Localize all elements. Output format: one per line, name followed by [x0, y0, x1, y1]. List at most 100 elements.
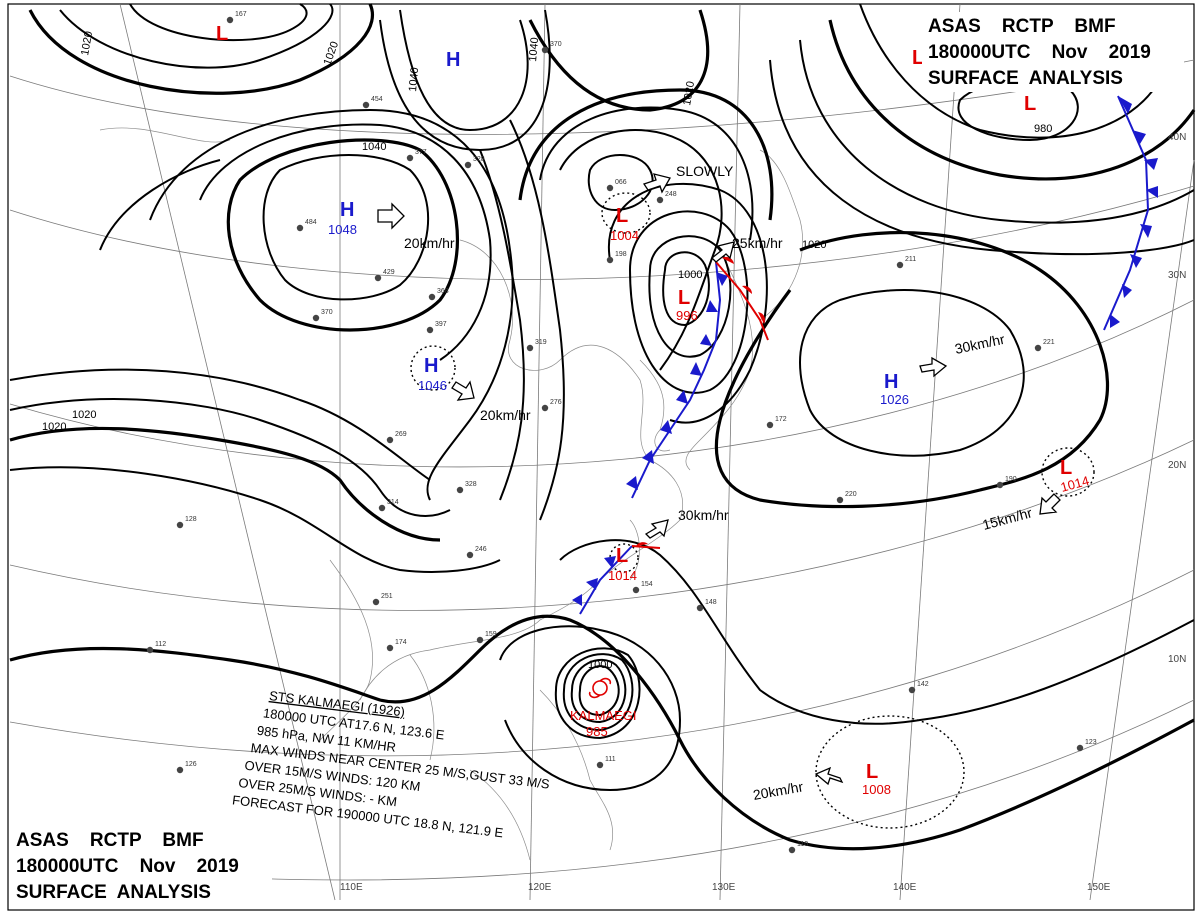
station-marker [836, 496, 844, 504]
station-marker [541, 404, 549, 412]
station-value: 154 [641, 581, 653, 588]
station-value: 128 [185, 516, 197, 523]
lat-label-30n: 30N [1168, 270, 1186, 281]
station-marker [146, 646, 154, 654]
station-marker [176, 521, 184, 529]
high-pressure-value: 1048 [328, 222, 357, 237]
header-top: ASAS RCTP BMF 180000UTC Nov 2019 SURFACE… [922, 12, 1184, 92]
station-marker [788, 846, 796, 854]
movement-speed: 30km/hr [953, 331, 1006, 357]
map-frame [7, 3, 1195, 911]
station-marker [541, 46, 549, 54]
station-value: 211 [905, 256, 916, 263]
isobar-label: 1020 [322, 40, 342, 67]
typhoon-labels: KALMAEGI 985 [570, 708, 636, 739]
station-value: 148 [705, 599, 717, 606]
movement-speed: 25km/hr [732, 235, 783, 251]
station-value: 123 [1085, 739, 1097, 746]
station-value: 112 [155, 641, 166, 648]
lon-label-130e: 130E [712, 882, 736, 893]
station-value: 429 [383, 269, 395, 276]
station-marker [464, 161, 472, 169]
low-symbol: L [1024, 93, 1036, 115]
isobar-labels: 1020 1020 1040 1040 1020 1040 1020 1020 … [42, 30, 1052, 671]
isobar-label: 1040 [362, 141, 386, 153]
low-pressure-value: 1008 [862, 782, 891, 797]
station-marker [606, 256, 614, 264]
station-marker [296, 224, 304, 232]
station-marker [312, 314, 320, 322]
station-marker [696, 604, 704, 612]
station-value: 276 [550, 399, 562, 406]
station-value: 126 [185, 761, 197, 768]
station-value: 110 [797, 841, 808, 848]
typhoon-name: KALMAEGI [570, 708, 636, 723]
station-marker [1034, 344, 1042, 352]
station-value: 142 [917, 681, 929, 688]
high-pressure-value: 1046 [418, 378, 447, 393]
low-symbol: L [616, 205, 628, 227]
header-bottom-line3: SURFACE ANALYSIS [16, 882, 211, 903]
station-marker [374, 274, 382, 282]
low-pressure-value: 1004 [610, 228, 639, 243]
lon-label-110e: 110E [340, 882, 363, 893]
station-marker [406, 154, 414, 162]
station-value: 397 [435, 321, 447, 328]
lon-label-120e: 120E [528, 882, 552, 893]
station-value: 167 [235, 11, 247, 18]
station-value: 159 [485, 631, 497, 638]
station-value: 221 [1043, 339, 1055, 346]
low-symbol: L [866, 761, 878, 783]
station-value: 251 [381, 593, 393, 600]
movement-speed: 20km/hr [404, 235, 455, 251]
low-symbol: L [616, 545, 628, 567]
isobar-label: 1000 [588, 659, 612, 671]
station-marker [896, 261, 904, 269]
lat-label-10n: 10N [1168, 654, 1186, 665]
station-value: 484 [305, 219, 317, 226]
isobar-label: 1000 [678, 269, 702, 281]
low-symbol: L [216, 23, 228, 45]
isobar-label: 1020 [79, 30, 95, 56]
movement-speed: 20km/hr [752, 778, 805, 803]
station-marker [428, 293, 436, 301]
typhoon-symbol [588, 677, 612, 699]
station-value: 368 [437, 288, 449, 295]
fronts [572, 95, 1158, 615]
typhoon-pressure: 985 [586, 724, 608, 739]
isobar-label: 1020 [681, 80, 697, 106]
isobar-label: 1020 [42, 421, 66, 433]
header-top-line3: SURFACE ANALYSIS [928, 68, 1123, 89]
station-marker [362, 101, 370, 109]
high-pressure-value: 1026 [880, 392, 909, 407]
station-value: 328 [473, 156, 485, 163]
station-marker [766, 421, 774, 429]
isobar-label: 1020 [802, 239, 826, 251]
station-marker [386, 436, 394, 444]
station-marker [466, 551, 474, 559]
station-value: 370 [550, 41, 562, 48]
high-symbol: H [884, 371, 898, 393]
low-pressure-value: 1014 [1059, 473, 1091, 495]
lon-label-140e: 140E [893, 882, 917, 893]
station-value: 220 [845, 491, 857, 498]
station-value: 269 [395, 431, 407, 438]
station-value: 246 [475, 546, 487, 553]
station-marker [606, 184, 614, 192]
low-pressure-value: 1014 [608, 568, 637, 583]
station-value: 111 [605, 756, 616, 763]
station-marker [996, 481, 1004, 489]
movement-arrows [377, 173, 1061, 786]
isobars [9, 3, 1196, 851]
header-top-line2: 180000UTC Nov 2019 [928, 42, 1151, 63]
station-value: 370 [321, 309, 333, 316]
isobar-label: 980 [1034, 123, 1052, 135]
low-symbol: L [912, 47, 924, 69]
station-marker [476, 636, 484, 644]
station-marker [632, 586, 640, 594]
movement-speed: 20km/hr [480, 407, 531, 423]
header-bottom-line2: 180000UTC Nov 2019 [16, 856, 239, 877]
station-marker [426, 326, 434, 334]
header-bottom: ASAS RCTP BMF 180000UTC Nov 2019 SURFACE… [10, 826, 272, 908]
station-value: 328 [465, 481, 477, 488]
